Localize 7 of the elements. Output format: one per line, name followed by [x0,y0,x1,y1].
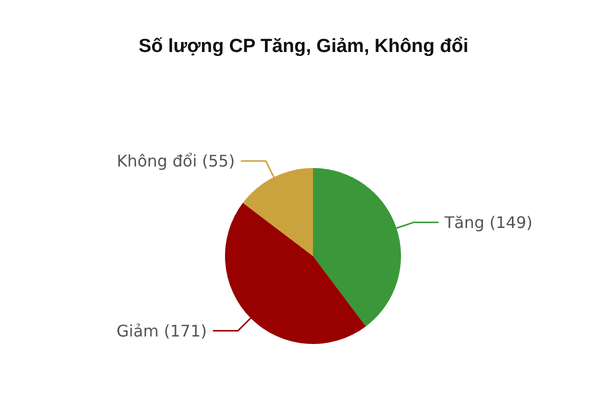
chart-title: Số lượng CP Tăng, Giảm, Không đổi [138,35,470,59]
data-label: (55) [202,152,235,171]
data-label: (171) [164,321,207,340]
data-label: (149) [489,213,533,232]
slice-label: Tăng [444,213,484,232]
slice-label: Giảm [116,321,159,340]
slice-label: Không đổi [116,152,197,171]
